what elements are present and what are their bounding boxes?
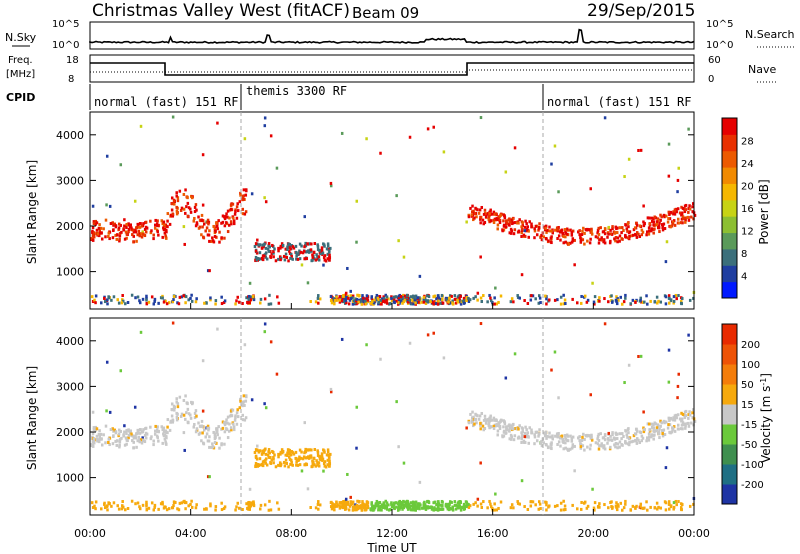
- xtick-0: 00:00: [74, 527, 106, 540]
- xtick-5: 20:00: [577, 527, 609, 540]
- power-colorbar-label: Power [dB]: [757, 179, 771, 244]
- nsearch-label: N.Search: [745, 28, 795, 41]
- velocity-colorbar-label: Velocity [m s-1]: [759, 373, 774, 463]
- power-colorbar-tick-2: 20: [741, 182, 754, 193]
- velocity-colorbar-tick-2: 50: [741, 380, 754, 391]
- power-colorbar-tick-0: 28: [741, 137, 754, 148]
- nave-tick-high: 60: [708, 55, 721, 66]
- xtick-1: 04:00: [175, 527, 207, 540]
- velocity-heatmap-panel: 1000 2000 3000 4000 Slant Range [km] 200 100…: [25, 317, 774, 516]
- nsearch-tick-low: 10^0: [706, 40, 733, 51]
- power-ytick-3000: 3000: [56, 174, 84, 187]
- velocity-colorbar-tick-5: -50: [741, 440, 757, 451]
- power-ytick-4000: 4000: [56, 129, 84, 142]
- nsky-label: N.Sky: [5, 31, 37, 44]
- power-heatmap-panel: 1000 2000 3000 4000 Slant Range [km] 28 24 20…: [25, 111, 771, 310]
- xtick-4: 16:00: [477, 527, 509, 540]
- freq-trace: [90, 62, 694, 76]
- velocity-ytick-1000: 1000: [56, 472, 84, 485]
- velocity-colorbar-tick-7: -200: [741, 480, 764, 491]
- power-colorbar-tick-5: 8: [741, 249, 747, 260]
- power-colorbar-tick-4: 12: [741, 227, 754, 238]
- cpid-segment-themis: themis 3300 RF: [246, 84, 347, 98]
- xtick-2: 08:00: [275, 527, 307, 540]
- nsky-panel: N.Sky 10^5 10^0 10^5 10^0 N.Search: [5, 19, 796, 51]
- nave-tick-low: 0: [708, 74, 714, 85]
- cpid-label: CPID: [6, 91, 35, 104]
- date-label: 29/Sep/2015: [587, 1, 695, 21]
- cpid-segment-normal-2: normal (fast) 151 RF: [547, 95, 692, 109]
- velocity-heatmap: [90, 321, 697, 512]
- freq-tick-low: 8: [68, 74, 74, 85]
- nsky-trace: [89, 28, 695, 44]
- velocity-colorbar-tick-4: -15: [741, 420, 757, 431]
- velocity-colorbar: 200 100 50 15 -15 -50 -100 -200: [721, 323, 764, 505]
- power-colorbar: 28 24 20 16 12 8 4: [721, 117, 754, 299]
- power-colorbar-tick-6: 4: [741, 272, 747, 283]
- freq-panel: Freq. [MHz] 18 8 60 0 Nave: [6, 54, 778, 85]
- velocity-ytick-2000: 2000: [56, 426, 84, 439]
- power-ytick-2000: 2000: [56, 220, 84, 233]
- velocity-ytick-4000: 4000: [56, 335, 84, 348]
- velocity-ytick-3000: 3000: [56, 380, 84, 393]
- nsearch-tick-high: 10^5: [706, 19, 733, 30]
- plot-title: Christmas Valley West (fitACF): [92, 1, 350, 21]
- xtick-6: 00:00: [678, 527, 710, 540]
- nsky-tick-high: 10^5: [52, 19, 79, 30]
- freq-label-2: [MHz]: [6, 69, 35, 80]
- cpid-panel: CPID normal (fast) 151 RF themis 3300 RF…: [6, 84, 692, 110]
- velocity-colorbar-tick-3: 15: [741, 400, 754, 411]
- velocity-ylabel: Slant Range [km]: [25, 366, 39, 470]
- cpid-segment-normal-1: normal (fast) 151 RF: [94, 95, 239, 109]
- freq-label-1: Freq.: [8, 55, 33, 66]
- velocity-colorbar-tick-0: 200: [741, 340, 760, 351]
- velocity-colorbar-tick-1: 100: [741, 360, 760, 371]
- xaxis-label: Time UT: [366, 541, 417, 554]
- nave-trace: [90, 69, 694, 73]
- xtick-3: 12:00: [376, 527, 408, 540]
- power-ytick-1000: 1000: [56, 266, 84, 279]
- power-ylabel: Slant Range [km]: [25, 160, 39, 264]
- power-colorbar-tick-3: 16: [741, 204, 754, 215]
- power-heatmap: [90, 115, 697, 306]
- nsky-tick-low: 10^0: [52, 40, 79, 51]
- power-colorbar-tick-1: 24: [741, 159, 754, 170]
- time-axis: 00:00 04:00 08:00 12:00 16:00 20:00 00:00: [74, 112, 710, 540]
- nave-label: Nave: [748, 63, 776, 76]
- velocity-colorbar-tick-6: -100: [741, 460, 764, 471]
- beam-label: Beam 09: [352, 4, 419, 22]
- freq-tick-high: 18: [66, 55, 79, 66]
